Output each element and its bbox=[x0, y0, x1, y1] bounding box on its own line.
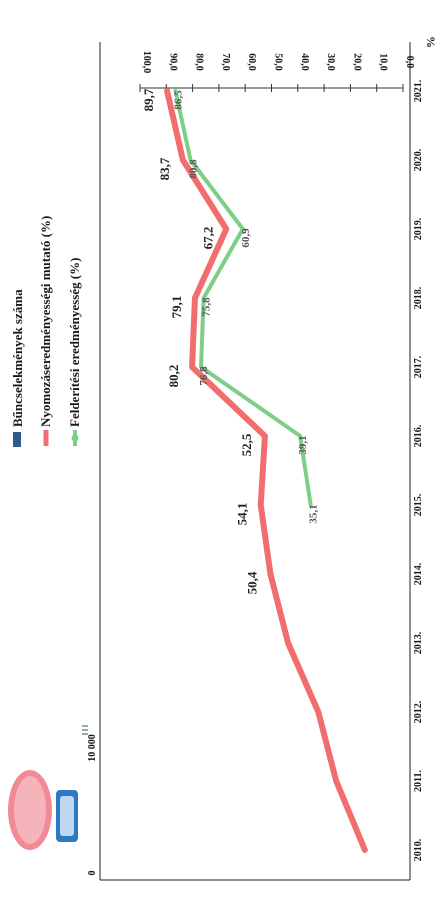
right-axis-unit: % bbox=[424, 36, 436, 48]
legend-label-bar: Bűncselekmények száma bbox=[10, 289, 25, 427]
legend-swatch-bar bbox=[13, 432, 21, 447]
right-tick-label: 0,0 bbox=[404, 56, 415, 69]
category-label: 2017. bbox=[413, 355, 424, 378]
left-tick-1: 10 000 bbox=[87, 734, 98, 762]
data-label-felderites: 75,8 bbox=[201, 297, 213, 317]
right-tick-label: 70,0 bbox=[220, 53, 231, 71]
data-label-nyomozas: 50,4 bbox=[244, 571, 259, 594]
legend-label-red: Nyomozáseredményességi mutató (%) bbox=[38, 216, 53, 427]
data-label-felderites: 60,9 bbox=[240, 228, 252, 248]
series-line-nyomozas bbox=[164, 88, 368, 853]
category-label: 2018. bbox=[413, 286, 424, 309]
legend-marker-green bbox=[71, 434, 79, 442]
category-label: 2021. bbox=[413, 79, 424, 102]
data-label-felderites: 76,8 bbox=[198, 366, 210, 386]
category-label: 2012. bbox=[413, 700, 424, 723]
data-label-nyomozas: 79,1 bbox=[169, 296, 184, 319]
data-label-nyomozas: 89,7 bbox=[141, 88, 156, 111]
data-label-nyomozas: 83,7 bbox=[157, 157, 172, 180]
right-tick-label: 80,0 bbox=[194, 53, 205, 71]
right-tick-label: 60,0 bbox=[246, 53, 257, 71]
right-tick-label: 100,0 bbox=[141, 51, 152, 74]
category-label: 2014. bbox=[413, 562, 424, 585]
data-label-felderites: 39,1 bbox=[297, 435, 309, 454]
category-label: 2013. bbox=[413, 631, 424, 654]
data-labels: 50,4 54,1 52,5 80,2 79,1 67,2 83,7 89,7 35,1 39,1… bbox=[141, 88, 320, 594]
right-tick-label: 90,0 bbox=[167, 53, 178, 71]
category-label: 2020. bbox=[413, 148, 424, 171]
category-label: 2016. bbox=[413, 424, 424, 447]
data-label-nyomozas: 80,2 bbox=[166, 365, 181, 388]
data-label-felderites: 80,8 bbox=[187, 159, 199, 179]
category-label: 2011. bbox=[413, 770, 424, 792]
right-tick-label: 40,0 bbox=[299, 53, 310, 71]
right-tick-label: 50,0 bbox=[273, 53, 284, 71]
category-label: 2010. bbox=[413, 838, 424, 861]
category-label: 2015. bbox=[413, 493, 424, 516]
left-tick-0: 0 bbox=[87, 871, 98, 876]
category-label: 2019. bbox=[413, 217, 424, 240]
right-tick-label: 10,0 bbox=[378, 53, 389, 71]
data-label-nyomozas: 67,2 bbox=[200, 227, 215, 250]
logo-icon bbox=[8, 770, 78, 850]
category-labels: 2010. 2011. 2012. 2013. 2014. 2015. 2016. 2017.… bbox=[413, 79, 424, 861]
data-label-felderites: 86,5 bbox=[173, 90, 185, 110]
left-axis-labels: 0 10 000 bbox=[87, 734, 98, 875]
legend: Bűncselekmények száma Nyomozáseredményes… bbox=[10, 216, 82, 447]
right-tick-label: 20,0 bbox=[351, 53, 362, 71]
series-line-felderites bbox=[173, 89, 313, 507]
legend-label-green: Felderítési eredményesség (%) bbox=[67, 258, 82, 427]
bar-icon bbox=[82, 725, 88, 735]
data-label-nyomozas: 54,1 bbox=[235, 503, 250, 526]
right-tick-label: 30,0 bbox=[325, 53, 336, 71]
right-axis-ticks: 0,0 10,0 20,0 30,0 40,0 50,0 60,0 70,0 80,0 90,0 1… bbox=[139, 51, 415, 92]
data-label-nyomozas: 52,5 bbox=[239, 433, 254, 456]
data-label-felderites: 35,1 bbox=[308, 504, 320, 523]
